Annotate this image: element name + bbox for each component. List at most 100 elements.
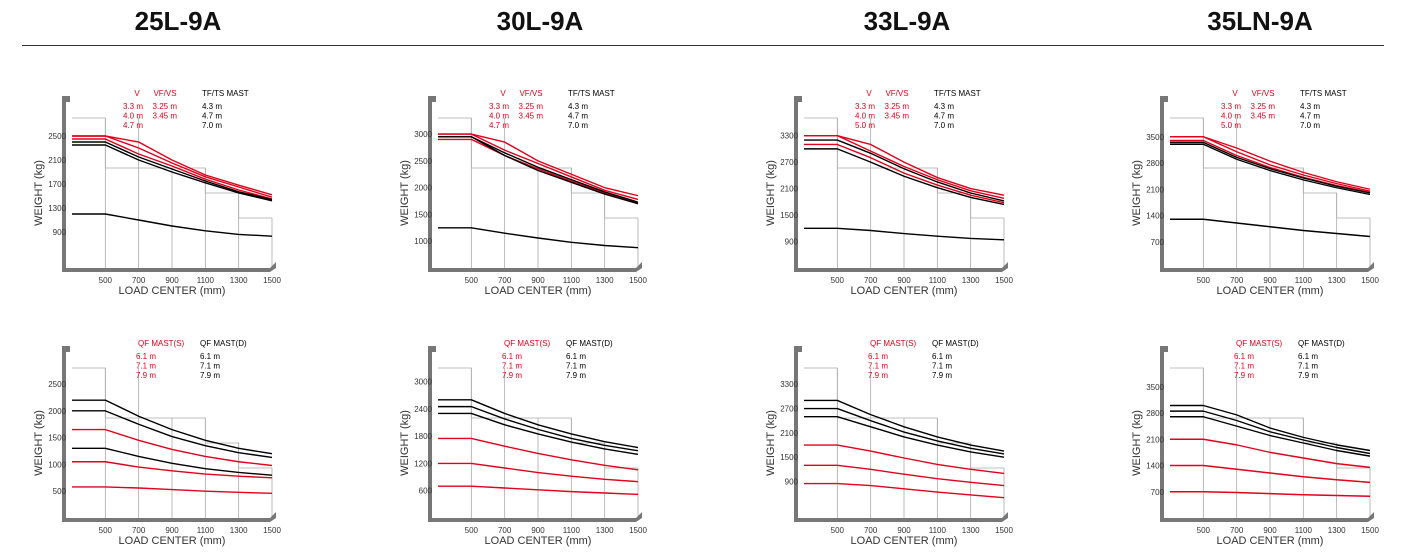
- legend-entry: 3.25 m: [519, 102, 544, 111]
- chart-25l-standard: 900 1300 1700 2100 2500 500 700 900 1100 1300 1500…: [30, 88, 360, 298]
- legend-entry: 3.3 m: [489, 102, 509, 111]
- chart-25l-qf: 500 1000 1500 2000 2500 500 700 900 1100 1300 1500…: [30, 338, 360, 548]
- x-axis-label: LOAD CENTER (mm): [1217, 535, 1324, 547]
- legend-entry: 6.1 m: [1234, 352, 1254, 361]
- legend-header: V: [866, 89, 872, 98]
- x-axis-label: LOAD CENTER (mm): [851, 285, 958, 297]
- series-line-6: [438, 485, 639, 496]
- y-tick-label: 1300: [48, 204, 66, 213]
- frame-horizontal: [794, 262, 1008, 272]
- legend-header: QF MAST(D): [566, 339, 613, 348]
- series-line-4: [72, 141, 273, 201]
- legend-entry: 7.9 m: [200, 371, 220, 380]
- legend-entry: 5.0 m: [1221, 121, 1241, 130]
- x-tick-label: 500: [1197, 526, 1211, 535]
- legend-header: VF/VS: [1251, 89, 1274, 98]
- legend-header: V: [500, 89, 506, 98]
- series-line-2: [804, 134, 1005, 199]
- x-tick-label: 700: [864, 276, 878, 285]
- series-line-6: [1170, 218, 1371, 238]
- x-tick-label: 1300: [1328, 526, 1346, 535]
- grid-step-outline: [72, 367, 272, 469]
- y-tick-label: 900: [785, 238, 799, 247]
- x-tick-label: 1100: [197, 276, 215, 285]
- legend-entry: 3.25 m: [153, 102, 178, 111]
- legend-entry: 7.0 m: [202, 121, 222, 130]
- frame-vertical: [62, 96, 70, 270]
- legend-entry: 7.9 m: [868, 371, 888, 380]
- y-tick-label: 1500: [48, 434, 66, 443]
- y-tick-label: 2000: [414, 184, 432, 193]
- x-tick-label: 1100: [563, 526, 581, 535]
- legend-header: TF/TS MAST: [934, 89, 981, 98]
- chart-35ln-qf: 700 1400 2100 2800 3500 500 700 900 1100 1300 1500…: [1128, 338, 1416, 548]
- chart-33l-standard: 900 1500 2100 2700 3300 500 700 900 1100 1300 1500…: [762, 88, 1092, 298]
- legend-entry: 7.9 m: [1298, 371, 1318, 380]
- chart-svg: 500 1000 1500 2000 2500 500 700 900 1100 1300 1500…: [33, 339, 281, 547]
- legend-entry: 4.7 m: [1300, 112, 1320, 121]
- y-tick-label: 2500: [48, 132, 66, 141]
- legend-entry: 4.7 m: [934, 112, 954, 121]
- legend-entry: 7.9 m: [1234, 371, 1254, 380]
- y-tick-label: 2100: [780, 429, 798, 438]
- chart-svg: 900 1500 2100 2700 3300 500 700 900 1100 1300 1500…: [765, 89, 1013, 297]
- series-line-1: [438, 399, 639, 449]
- legend-entry: 7.1 m: [1234, 362, 1254, 371]
- y-axis-label: WEIGHT (kg): [33, 160, 45, 226]
- legend-entry: 7.9 m: [932, 371, 952, 380]
- legend-header: VF/VS: [885, 89, 908, 98]
- chart-svg: 1000 1500 2000 2500 3000 500 700 900 1100 1300 150…: [399, 89, 647, 297]
- x-tick-label: 1500: [263, 276, 281, 285]
- frame-vertical: [794, 96, 802, 270]
- x-tick-label: 1300: [962, 526, 980, 535]
- frame-horizontal: [794, 512, 1008, 522]
- x-tick-label: 500: [99, 276, 113, 285]
- x-tick-label: 900: [531, 276, 545, 285]
- legend-entry: 5.0 m: [855, 121, 875, 130]
- x-tick-label: 1500: [995, 526, 1013, 535]
- series-line-2: [1170, 410, 1371, 455]
- legend-entry: 6.1 m: [200, 352, 220, 361]
- y-tick-label: 1700: [48, 180, 66, 189]
- series-line-3: [804, 415, 1005, 458]
- chart-svg: 700 1400 2100 2800 3500 500 700 900 1100 1300 1500…: [1131, 89, 1379, 297]
- legend-entry: 7.1 m: [136, 362, 156, 371]
- x-tick-label: 700: [1230, 276, 1244, 285]
- y-axis-label: WEIGHT (kg): [765, 410, 777, 476]
- x-tick-label: 700: [864, 526, 878, 535]
- chart-svg: 900 1500 2100 2700 3300 500 700 900 1100 1300 1500…: [765, 339, 1013, 547]
- y-tick-label: 1500: [414, 210, 432, 219]
- x-axis-label: LOAD CENTER (mm): [485, 285, 592, 297]
- series-line-4: [1170, 438, 1371, 469]
- legend-entry: 3.3 m: [855, 102, 875, 111]
- x-tick-label: 500: [831, 276, 845, 285]
- y-tick-label: 3300: [780, 380, 798, 389]
- frame-vertical: [1160, 346, 1168, 520]
- y-tick-label: 3300: [780, 132, 798, 141]
- legend-entry: 7.9 m: [136, 371, 156, 380]
- series-line-1: [804, 399, 1005, 452]
- legend-entry: 7.1 m: [932, 362, 952, 371]
- y-tick-label: 2100: [1146, 185, 1164, 194]
- y-axis-label: WEIGHT (kg): [399, 410, 411, 476]
- legend-entry: 3.3 m: [1221, 102, 1241, 111]
- frame-vertical: [428, 346, 436, 520]
- y-axis-label: WEIGHT (kg): [765, 160, 777, 226]
- y-tick-label: 900: [785, 478, 799, 487]
- y-tick-label: 3500: [1146, 383, 1164, 392]
- series-line-3: [72, 138, 273, 200]
- y-tick-label: 2500: [48, 380, 66, 389]
- x-axis-label: LOAD CENTER (mm): [119, 535, 226, 547]
- x-tick-label: 700: [132, 526, 146, 535]
- series-line-2: [438, 405, 639, 452]
- x-tick-label: 900: [1263, 276, 1277, 285]
- y-tick-label: 1400: [1146, 462, 1164, 471]
- y-tick-label: 2700: [780, 158, 798, 167]
- frame-vertical: [794, 346, 802, 520]
- y-tick-label: 600: [419, 487, 433, 496]
- x-tick-label: 500: [465, 276, 479, 285]
- x-tick-label: 900: [165, 526, 179, 535]
- y-tick-label: 1400: [1146, 212, 1164, 221]
- y-tick-label: 900: [53, 228, 67, 237]
- legend-entry: 7.9 m: [566, 371, 586, 380]
